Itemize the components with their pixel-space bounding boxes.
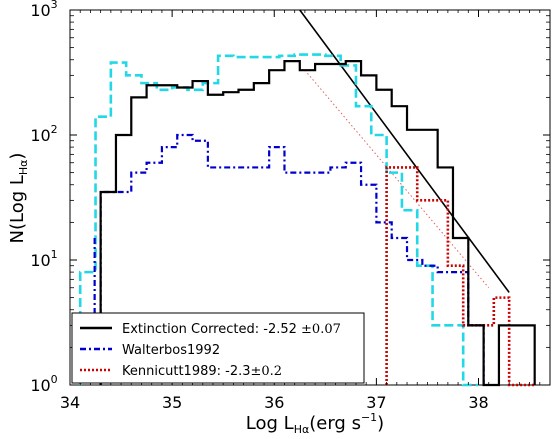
legend-label: Extinction Corrected: -2.52 ±0.07 bbox=[122, 322, 341, 337]
x-tick-label: 37 bbox=[366, 393, 386, 412]
y-tick-label: 101 bbox=[30, 248, 57, 270]
tick-layer: 34 35 36 37 38 100 101 102 103 bbox=[30, 0, 551, 412]
kennicutt-fit-line bbox=[304, 69, 490, 289]
x-tick-label: 36 bbox=[264, 393, 284, 412]
extinction-fit-line bbox=[299, 9, 510, 293]
y-axis-label: N(Log LHα) bbox=[7, 153, 30, 244]
legend: Extinction Corrected: -2.52 ±0.07 Walterb… bbox=[71, 312, 365, 384]
legend-box bbox=[71, 312, 365, 384]
legend-label: Kennicutt1989: -2.3±0.2 bbox=[122, 364, 282, 379]
series-walterbos1992 bbox=[99, 133, 485, 385]
series-cyan-dashed bbox=[78, 53, 479, 387]
series-kennicutt1989 bbox=[385, 166, 535, 387]
x-tick-label: 35 bbox=[162, 393, 182, 412]
x-tick-label: 38 bbox=[468, 393, 488, 412]
y-tick-label: 102 bbox=[30, 123, 57, 145]
y-tick-label: 103 bbox=[30, 0, 57, 20]
series-layer bbox=[78, 9, 536, 387]
y-tick-label: 100 bbox=[30, 373, 57, 395]
x-axis-label: Log LHα(erg s−1) bbox=[246, 411, 384, 436]
legend-label: Walterbos1992 bbox=[122, 343, 220, 358]
x-tick-label: 34 bbox=[60, 393, 80, 412]
series-extinction-corrected bbox=[99, 60, 536, 387]
